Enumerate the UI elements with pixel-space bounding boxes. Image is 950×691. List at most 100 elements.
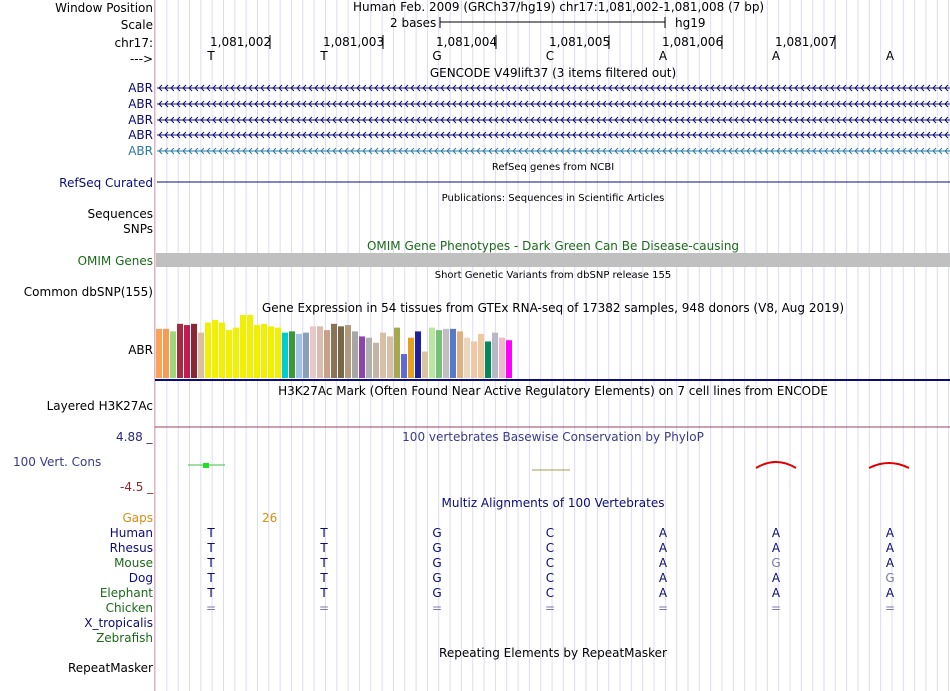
gtex-bar <box>359 336 365 378</box>
species-label[interactable]: Human <box>109 526 153 540</box>
gtex-bar <box>170 331 176 378</box>
alignment-base: A <box>658 586 668 600</box>
alignment-base: C <box>545 571 555 585</box>
cons-mark <box>868 462 910 469</box>
scale-text: 2 bases <box>390 16 437 30</box>
alignment-base: G <box>432 556 442 570</box>
gtex-bar <box>485 341 491 378</box>
position-label: 1,081,006 <box>662 35 724 49</box>
gtex-bar <box>394 327 400 378</box>
alignment-base: A <box>771 586 781 600</box>
alignment-base: A <box>885 586 895 600</box>
gencode-gene-line <box>157 84 950 92</box>
omim-genes-label[interactable]: OMIM Genes <box>77 254 153 268</box>
alignment-base: T <box>207 556 215 570</box>
refseq-track-title[interactable]: RefSeq genes from NCBI <box>491 162 615 173</box>
track-image[interactable] <box>155 0 950 691</box>
alignment-base: G <box>432 586 442 600</box>
gencode-gene-label[interactable]: ABR <box>128 81 153 95</box>
vert-cons-label[interactable]: 100 Vert. Cons <box>13 455 102 469</box>
chromosome-label: chr17: <box>114 36 153 50</box>
gencode-gene-label[interactable]: ABR <box>128 113 153 127</box>
gtex-bar <box>457 331 463 378</box>
repeatmasker-track-title[interactable]: Repeating Elements by RepeatMasker <box>439 646 667 660</box>
reference-base: A <box>885 49 895 63</box>
repeatmasker-label[interactable]: RepeatMasker <box>67 661 153 675</box>
refseq-curated-label[interactable]: RefSeq Curated <box>59 176 153 190</box>
species-label[interactable]: Rhesus <box>109 541 153 555</box>
genome-position-title: Human Feb. 2009 (GRCh37/hg19) chr17:1,08… <box>353 0 765 14</box>
track-image-left-border <box>154 0 155 691</box>
snps-label[interactable]: SNPs <box>123 222 153 236</box>
alignment-base: A <box>658 556 668 570</box>
cons-mark <box>203 463 209 468</box>
assembly-label: hg19 <box>675 16 706 30</box>
alignment-base: T <box>320 541 328 555</box>
gtex-bar <box>338 326 344 378</box>
species-label[interactable]: Chicken <box>105 601 153 615</box>
common-dbsnp-label[interactable]: Common dbSNP(155) <box>23 285 153 299</box>
alignment-base: T <box>207 571 215 585</box>
alignment-base: C <box>545 556 555 570</box>
gtex-bar <box>247 315 253 378</box>
gtex-gene-label[interactable]: ABR <box>128 343 153 357</box>
gtex-bar <box>254 325 260 378</box>
dbsnp-track-title[interactable]: Short Genetic Variants from dbSNP releas… <box>434 270 672 281</box>
alignment-base: A <box>658 571 668 585</box>
alignment-base: = <box>657 601 669 615</box>
gtex-bar <box>478 333 484 378</box>
gtex-bar <box>317 326 323 378</box>
sequences-label[interactable]: Sequences <box>87 207 153 221</box>
gencode-gene-line <box>157 147 950 155</box>
alignment-base: G <box>432 541 442 555</box>
species-label[interactable]: X_tropicalis <box>84 616 153 630</box>
alignment-base: = <box>205 601 217 615</box>
reference-base: A <box>658 49 668 63</box>
species-label[interactable]: Zebrafish <box>96 631 153 645</box>
alignment-base: = <box>431 601 443 615</box>
species-label[interactable]: Dog <box>128 571 153 585</box>
position-label: 1,081,007 <box>775 35 837 49</box>
gtex-track-title[interactable]: Gene Expression in 54 tissues from GTEx … <box>261 301 845 315</box>
alignment-base: G <box>432 526 442 540</box>
gtex-bar <box>226 330 232 378</box>
alignment-base: A <box>771 571 781 585</box>
alignment-base: A <box>771 526 781 540</box>
gtex-bar <box>401 354 407 378</box>
gencode-gene-label[interactable]: ABR <box>128 97 153 111</box>
alignment-base: T <box>320 526 328 540</box>
alignment-base: A <box>658 541 668 555</box>
gtex-bar <box>205 322 211 378</box>
alignment-base: = <box>770 601 782 615</box>
gtex-bar <box>436 330 442 378</box>
alignment-base: C <box>545 586 555 600</box>
omim-track-title[interactable]: OMIM Gene Phenotypes - Dark Green Can Be… <box>366 239 740 253</box>
gtex-bar <box>212 320 218 378</box>
gtex-bar <box>415 331 421 378</box>
gtex-bar <box>464 337 470 378</box>
reference-base: C <box>545 49 555 63</box>
gaps-value: 26 <box>262 511 278 525</box>
gtex-bar <box>373 342 379 378</box>
publications-track-title[interactable]: Publications: Sequences in Scientific Ar… <box>441 193 665 204</box>
alignment-base: T <box>320 571 328 585</box>
h3k27ac-track-title[interactable]: H3K27Ac Mark (Often Found Near Active Re… <box>278 384 828 398</box>
gtex-bar <box>198 332 204 378</box>
species-label[interactable]: Mouse <box>114 556 153 570</box>
species-label[interactable]: Elephant <box>99 586 153 600</box>
gaps-label[interactable]: Gaps <box>122 511 153 525</box>
alignment-base: = <box>544 601 556 615</box>
gencode-gene-label[interactable]: ABR <box>128 128 153 142</box>
alignment-base: T <box>207 526 215 540</box>
layered-h3k27ac-label[interactable]: Layered H3K27Ac <box>46 399 153 413</box>
gtex-bar <box>163 328 169 378</box>
alignment-base: A <box>885 541 895 555</box>
gencode-gene-label[interactable]: ABR <box>128 144 153 158</box>
gencode-track-title[interactable]: GENCODE V49lift37 (3 items filtered out) <box>429 66 677 80</box>
gtex-bar <box>331 323 337 378</box>
multiz-track-title[interactable]: Multiz Alignments of 100 Vertebrates <box>441 496 665 510</box>
gtex-bar <box>387 336 393 378</box>
cons-track-title[interactable]: 100 vertebrates Basewise Conservation by… <box>402 430 704 444</box>
gtex-bar <box>450 328 456 378</box>
gtex-bar <box>471 341 477 378</box>
